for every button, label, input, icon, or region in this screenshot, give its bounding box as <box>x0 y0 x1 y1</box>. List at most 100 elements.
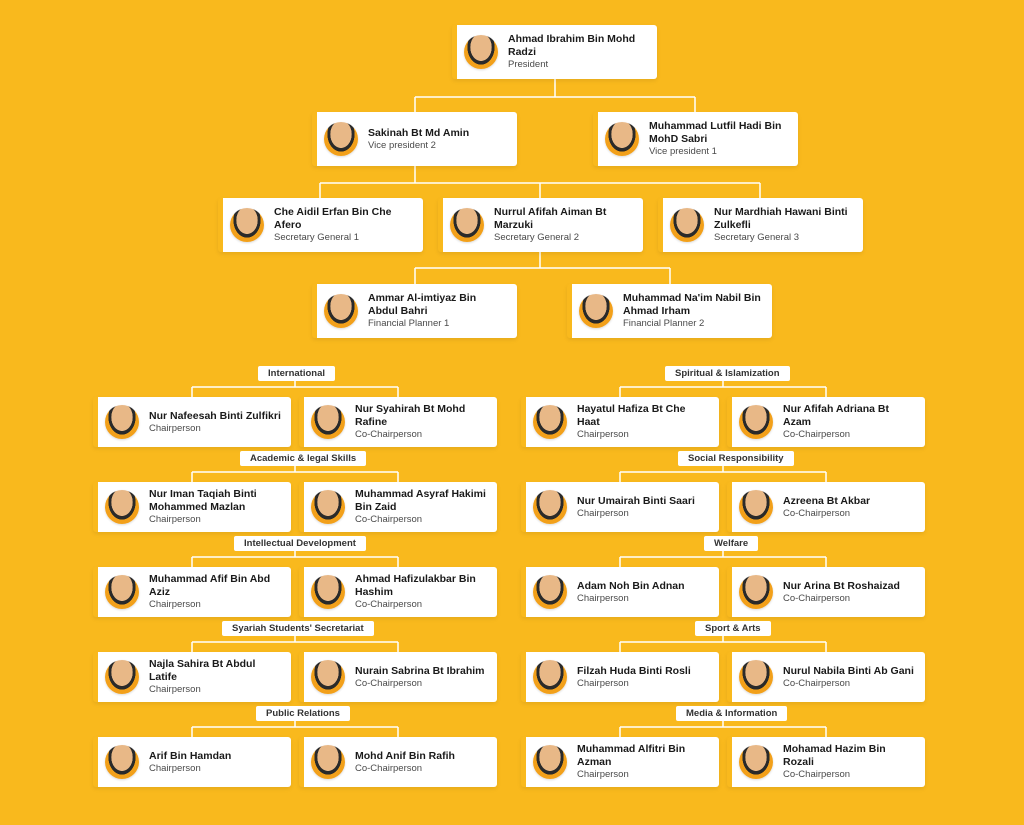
card-text: Arif Bin Hamdan Chairperson <box>149 750 231 775</box>
section-label-spiritual: Spiritual & Islamization <box>665 366 790 381</box>
card-text: Ahmad Ibrahim Bin Mohd Radzi President <box>508 33 647 70</box>
person-name: Nurrul Afifah Aiman Bt Marzuki <box>494 206 633 230</box>
person-role: Vice president 1 <box>649 147 788 158</box>
section-label-academic: Academic & legal Skills <box>240 451 366 466</box>
president-card: Ahmad Ibrahim Bin Mohd Radzi President <box>452 25 657 79</box>
section-label-social: Social Responsibility <box>678 451 794 466</box>
avatar-icon <box>533 575 567 609</box>
person-role: Co-Chairperson <box>783 509 870 520</box>
academic-chair-card: Nur Iman Taqiah Binti Mohammed Mazlan Ch… <box>93 482 291 532</box>
avatar-icon <box>739 745 773 779</box>
person-name: Nurul Nabila Binti Ab Gani <box>783 665 914 677</box>
avatar-icon <box>533 745 567 779</box>
card-text: Nurrul Afifah Aiman Bt Marzuki Secretary… <box>494 206 633 243</box>
card-text: Muhammad Afif Bin Abd Aziz Chairperson <box>149 573 281 610</box>
avatar-icon <box>464 35 498 69</box>
card-text: Muhammad Lutfil Hadi Bin MohD Sabri Vice… <box>649 120 788 157</box>
card-text: Ammar Al-imtiyaz Bin Abdul Bahri Financi… <box>368 292 507 329</box>
secretary-general-2-card: Nurrul Afifah Aiman Bt Marzuki Secretary… <box>438 198 643 252</box>
avatar-icon <box>230 208 264 242</box>
person-name: Nur Afifah Adriana Bt Azam <box>783 403 915 427</box>
avatar-icon <box>311 490 345 524</box>
card-text: Ahmad Hafizulakbar Bin Hashim Co-Chairpe… <box>355 573 487 610</box>
avatar-icon <box>739 575 773 609</box>
person-name: Najla Sahira Bt Abdul Latife <box>149 658 281 682</box>
card-text: Nurain Sabrina Bt Ibrahim Co-Chairperson <box>355 665 485 690</box>
person-name: Muhammad Alfitri Bin Azman <box>577 743 709 767</box>
avatar-icon <box>311 575 345 609</box>
avatar-icon <box>105 575 139 609</box>
person-role: Chairperson <box>577 509 695 520</box>
card-text: Nur Iman Taqiah Binti Mohammed Mazlan Ch… <box>149 488 281 525</box>
avatar-icon <box>533 405 567 439</box>
card-text: Azreena Bt Akbar Co-Chairperson <box>783 495 870 520</box>
person-role: Co-Chairperson <box>355 679 485 690</box>
person-name: Muhammad Asyraf Hakimi Bin Zaid <box>355 488 487 512</box>
avatar-icon <box>105 660 139 694</box>
card-text: Muhammad Asyraf Hakimi Bin Zaid Co-Chair… <box>355 488 487 525</box>
person-role: Co-Chairperson <box>355 600 487 611</box>
person-name: Nur Syahirah Bt Mohd Rafine <box>355 403 487 427</box>
section-label-welfare: Welfare <box>704 536 758 551</box>
person-role: Secretary General 1 <box>274 233 413 244</box>
person-name: Mohd Anif Bin Rafih <box>355 750 455 762</box>
person-role: Vice president 2 <box>368 141 469 152</box>
person-role: Chairperson <box>577 430 709 441</box>
person-name: Adam Noh Bin Adnan <box>577 580 685 592</box>
section-label-syariah: Syariah Students' Secretariat <box>222 621 374 636</box>
card-text: Che Aidil Erfan Bin Che Afero Secretary … <box>274 206 413 243</box>
person-name: Ahmad Hafizulakbar Bin Hashim <box>355 573 487 597</box>
card-text: Mohamad Hazim Bin Rozali Co-Chairperson <box>783 743 915 780</box>
person-role: Secretary General 2 <box>494 233 633 244</box>
person-role: Secretary General 3 <box>714 233 853 244</box>
card-text: Nur Umairah Binti Saari Chairperson <box>577 495 695 520</box>
avatar-icon <box>533 490 567 524</box>
avatar-icon <box>311 745 345 779</box>
secretary-general-3-card: Nur Mardhiah Hawani Binti Zulkefli Secre… <box>658 198 863 252</box>
person-role: Chairperson <box>149 424 281 435</box>
person-name: Nur Nafeesah Binti Zulfikri <box>149 410 281 422</box>
person-role: President <box>508 60 647 71</box>
section-label-sportarts: Sport & Arts <box>695 621 771 636</box>
avatar-icon <box>605 122 639 156</box>
intellectual-chair-card: Muhammad Afif Bin Abd Aziz Chairperson <box>93 567 291 617</box>
media-cochair-card: Mohamad Hazim Bin Rozali Co-Chairperson <box>727 737 925 787</box>
person-name: Nur Arina Bt Roshaizad <box>783 580 900 592</box>
person-role: Chairperson <box>577 679 691 690</box>
avatar-icon <box>450 208 484 242</box>
person-role: Co-Chairperson <box>355 515 487 526</box>
section-label-international: International <box>258 366 335 381</box>
social-chair-card: Nur Umairah Binti Saari Chairperson <box>521 482 719 532</box>
person-name: Ammar Al-imtiyaz Bin Abdul Bahri <box>368 292 507 316</box>
person-name: Muhammad Na'im Nabil Bin Ahmad Irham <box>623 292 762 316</box>
syariah-cochair-card: Nurain Sabrina Bt Ibrahim Co-Chairperson <box>299 652 497 702</box>
section-label-publicrelations: Public Relations <box>256 706 350 721</box>
avatar-icon <box>311 660 345 694</box>
secretary-general-1-card: Che Aidil Erfan Bin Che Afero Secretary … <box>218 198 423 252</box>
intellectual-cochair-card: Ahmad Hafizulakbar Bin Hashim Co-Chairpe… <box>299 567 497 617</box>
avatar-icon <box>670 208 704 242</box>
person-role: Chairperson <box>149 764 231 775</box>
person-name: Arif Bin Hamdan <box>149 750 231 762</box>
person-role: Chairperson <box>577 594 685 605</box>
person-role: Co-Chairperson <box>783 430 915 441</box>
avatar-icon <box>105 745 139 779</box>
person-name: Sakinah Bt Md Amin <box>368 127 469 139</box>
card-text: Nur Afifah Adriana Bt Azam Co-Chairperso… <box>783 403 915 440</box>
sportarts-cochair-card: Nurul Nabila Binti Ab Gani Co-Chairperso… <box>727 652 925 702</box>
social-cochair-card: Azreena Bt Akbar Co-Chairperson <box>727 482 925 532</box>
person-role: Co-Chairperson <box>355 764 455 775</box>
card-text: Nur Arina Bt Roshaizad Co-Chairperson <box>783 580 900 605</box>
international-cochair-card: Nur Syahirah Bt Mohd Rafine Co-Chairpers… <box>299 397 497 447</box>
card-text: Muhammad Na'im Nabil Bin Ahmad Irham Fin… <box>623 292 762 329</box>
person-name: Nur Iman Taqiah Binti Mohammed Mazlan <box>149 488 281 512</box>
card-text: Hayatul Hafiza Bt Che Haat Chairperson <box>577 403 709 440</box>
welfare-chair-card: Adam Noh Bin Adnan Chairperson <box>521 567 719 617</box>
avatar-icon <box>324 122 358 156</box>
avatar-icon <box>324 294 358 328</box>
person-name: Filzah Huda Binti Rosli <box>577 665 691 677</box>
avatar-icon <box>579 294 613 328</box>
vice-president-2-card: Sakinah Bt Md Amin Vice president 2 <box>312 112 517 166</box>
person-role: Co-Chairperson <box>783 679 914 690</box>
person-name: Azreena Bt Akbar <box>783 495 870 507</box>
